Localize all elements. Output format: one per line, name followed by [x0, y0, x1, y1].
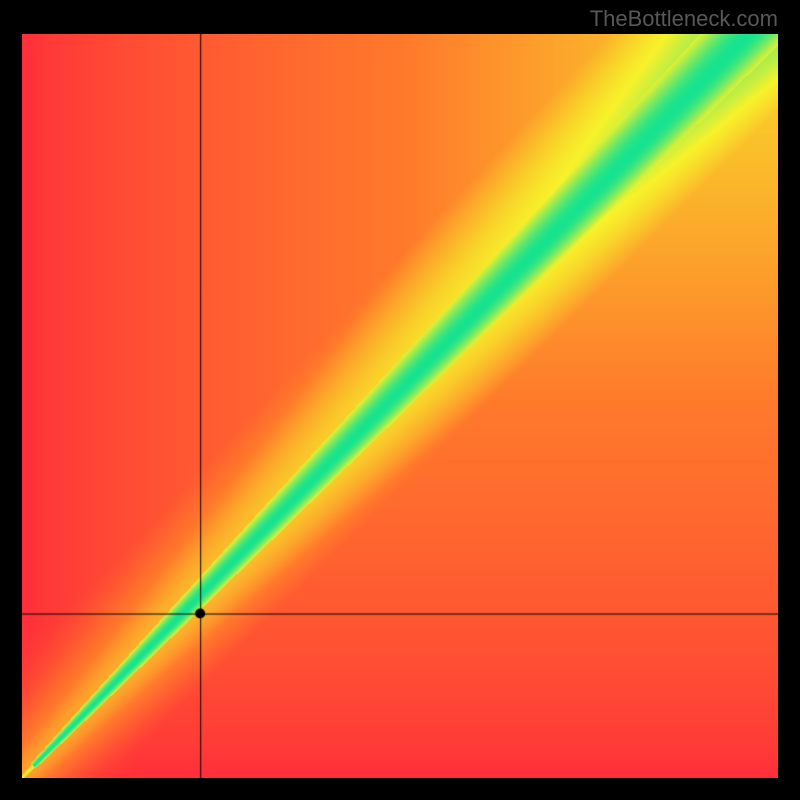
watermark-text: TheBottleneck.com — [590, 6, 778, 32]
bottleneck-heatmap — [22, 34, 778, 778]
